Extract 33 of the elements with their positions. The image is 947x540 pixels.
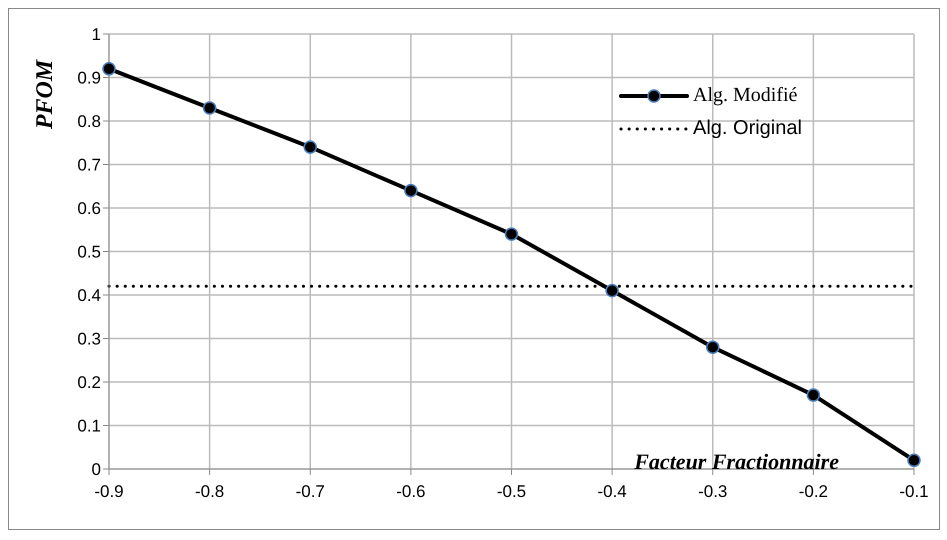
point [102, 62, 116, 76]
y-tick-label: 0.2 [77, 373, 101, 392]
x-tick-label: -0.5 [496, 482, 526, 502]
point [304, 140, 317, 154]
y-tick-label: 0.1 [77, 416, 101, 436]
point [202, 101, 216, 115]
x-tick-label: -0.2 [798, 482, 828, 502]
legend-label: Alg. Modifié [693, 84, 798, 107]
y-tick-label: 0.8 [77, 112, 101, 132]
y-tick-label: 0.3 [77, 330, 101, 349]
y-tick-label: 1 [92, 25, 101, 44]
point [605, 284, 619, 298]
y-tick-label: 0.6 [77, 199, 101, 218]
legend-label: Alg. Original [693, 117, 802, 140]
point [706, 340, 720, 354]
x-tick-label: -0.6 [396, 482, 426, 502]
point [504, 227, 518, 241]
x-tick-label: -0.9 [94, 482, 124, 502]
x-tick-label: -0.3 [698, 482, 728, 502]
point [907, 454, 921, 468]
x-tick-label: -0.8 [194, 482, 224, 502]
x-tick-label: -0.7 [296, 482, 325, 502]
y-tick-label: 0.5 [77, 242, 101, 262]
x-axis-title: Facteur Fractionnaire [634, 449, 839, 475]
x-tick-label: -0.1 [899, 482, 929, 502]
y-tick-label: 0.4 [77, 286, 101, 306]
y-tick-label: 0.9 [77, 68, 101, 88]
x-tick-label: -0.4 [597, 482, 627, 502]
y-tick-label: 0 [92, 460, 101, 480]
y-axis-title: PFOM [32, 59, 60, 129]
y-tick-label: 0.7 [77, 156, 101, 175]
point [806, 388, 820, 402]
point [404, 184, 418, 198]
